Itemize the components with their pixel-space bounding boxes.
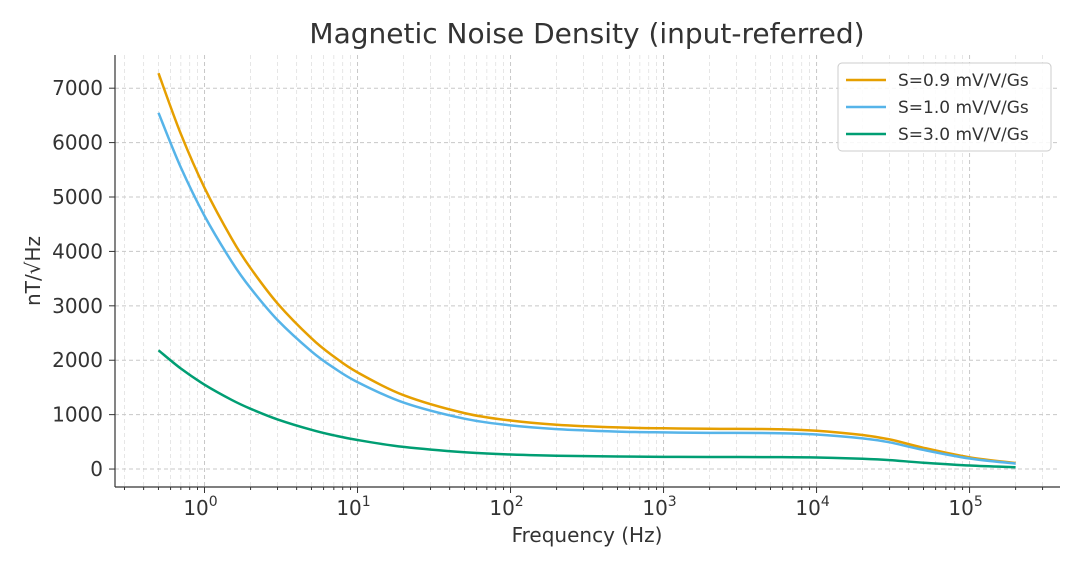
series-line-2 — [157, 112, 1016, 465]
chart-title: Magnetic Noise Density (input-referred) — [309, 17, 864, 50]
x-axis-label: Frequency (Hz) — [512, 523, 663, 547]
y-tick-label: 4000 — [52, 239, 103, 263]
y-tick-label: 6000 — [52, 131, 103, 155]
grid — [115, 55, 1060, 487]
y-tick-label: 5000 — [52, 185, 103, 209]
series-line-1 — [157, 72, 1016, 465]
x-tick-label: 104 — [795, 494, 829, 520]
x-tick-label: 103 — [642, 494, 676, 520]
y-tick-label: 2000 — [52, 348, 103, 372]
legend-label: S=0.9 mV/V/Gs — [898, 71, 1029, 91]
y-tick-label: 3000 — [52, 294, 103, 318]
x-tick-label: 105 — [948, 494, 982, 520]
y-ticks: 0 1000 2000 3000 4000 5000 6000 7000 — [52, 76, 115, 481]
x-tick-label: 102 — [489, 494, 523, 520]
legend-box — [837, 62, 1052, 152]
series-lines — [157, 72, 1016, 469]
y-tick-label: 1000 — [52, 403, 103, 427]
x-ticks: 100 101 102 103 104 105 — [124, 487, 1044, 520]
y-tick-label: 0 — [90, 457, 103, 481]
y-tick-label: 7000 — [52, 76, 103, 100]
y-axis-label: nT/√Hz — [21, 236, 45, 306]
legend-label: S=1.0 mV/V/Gs — [898, 98, 1029, 118]
x-tick-label: 100 — [183, 494, 217, 520]
legend-label: S=3.0 mV/V/Gs — [898, 125, 1029, 145]
legend: S=0.9 mV/V/Gs S=1.0 mV/V/Gs S=3.0 mV/V/Gs — [837, 62, 1052, 152]
x-tick-label: 101 — [336, 494, 370, 520]
series-line-3 — [157, 349, 1016, 469]
